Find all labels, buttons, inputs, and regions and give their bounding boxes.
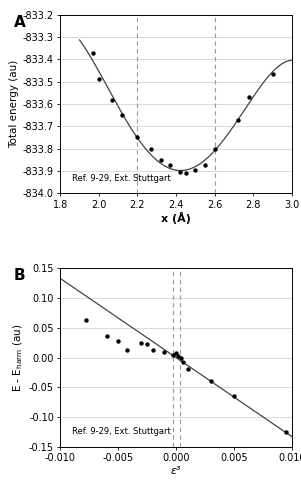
Text: Ref. 9-29, Ext. Stuttgart: Ref. 9-29, Ext. Stuttgart xyxy=(72,427,171,436)
Point xyxy=(270,70,275,78)
Point xyxy=(110,96,115,104)
Text: A: A xyxy=(14,15,26,30)
Point xyxy=(176,352,181,360)
X-axis label: x (Å): x (Å) xyxy=(161,212,191,224)
Point xyxy=(203,162,207,169)
Point xyxy=(116,337,120,345)
Point xyxy=(193,166,198,174)
Point xyxy=(178,354,183,361)
Point xyxy=(212,145,217,153)
Point xyxy=(96,76,101,83)
Point xyxy=(91,49,95,56)
X-axis label: ε³: ε³ xyxy=(171,466,181,476)
Point xyxy=(162,348,167,355)
Y-axis label: Total energy (au): Total energy (au) xyxy=(9,60,19,148)
Point xyxy=(83,316,88,324)
Point xyxy=(158,156,163,164)
Point xyxy=(145,341,150,349)
Point xyxy=(208,378,213,385)
Point xyxy=(185,365,190,373)
Point xyxy=(284,428,289,436)
Point xyxy=(168,162,173,169)
Text: Ref. 9-29, Ext. Stuttgart: Ref. 9-29, Ext. Stuttgart xyxy=(72,173,171,183)
Point xyxy=(150,346,155,354)
Point xyxy=(104,331,109,339)
Point xyxy=(235,116,240,124)
Point xyxy=(178,168,182,176)
Point xyxy=(149,145,154,153)
Point xyxy=(135,134,140,141)
Point xyxy=(174,350,178,357)
Point xyxy=(170,351,175,358)
Point xyxy=(247,93,252,101)
Text: B: B xyxy=(14,268,26,283)
Point xyxy=(232,392,237,400)
Point xyxy=(183,169,188,177)
Point xyxy=(119,111,124,119)
Point xyxy=(139,339,144,347)
Point xyxy=(125,347,130,355)
Y-axis label: E - E$_\mathregular{harm}$ (au): E - E$_\mathregular{harm}$ (au) xyxy=(11,324,25,392)
Point xyxy=(181,358,185,366)
